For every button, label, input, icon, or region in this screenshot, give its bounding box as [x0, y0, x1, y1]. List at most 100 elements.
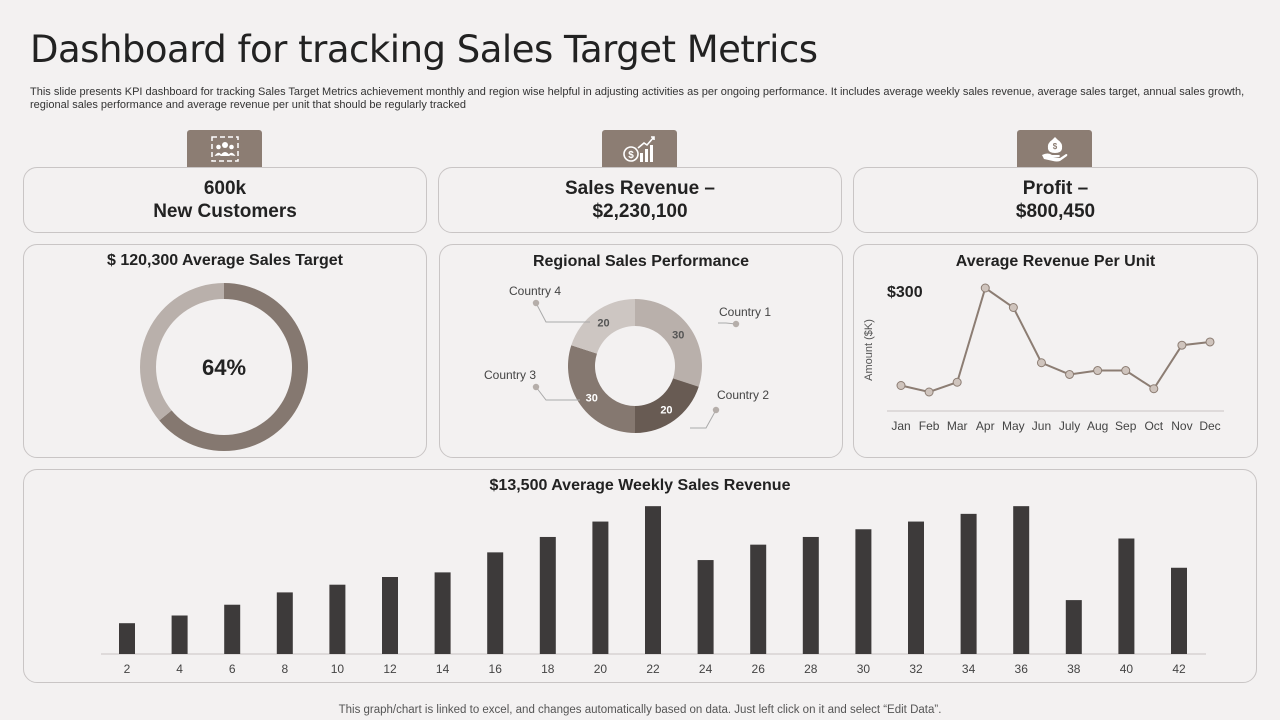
kpi-profit-label: Profit –	[1022, 178, 1089, 199]
footer-note: This graph/chart is linked to excel, and…	[338, 704, 942, 716]
weekly-bar-6	[224, 604, 241, 654]
line-x-tick-nov: Nov	[1171, 419, 1192, 433]
line-x-tick-sep: Sep	[1115, 419, 1137, 433]
bar-x-tick-22: 22	[646, 662, 660, 676]
kpi-customers-value: 600k	[203, 178, 247, 199]
regional-sales-title: Regional Sales Performance	[532, 253, 750, 270]
weekly-bar-24	[697, 560, 714, 654]
bar-x-tick-42: 42	[1172, 662, 1186, 676]
region-slice-4	[571, 299, 635, 354]
bar-x-tick-30: 30	[857, 662, 871, 676]
svg-text:$: $	[628, 150, 634, 161]
kpi-card-revenue: Sales Revenue – $2,230,100	[438, 167, 842, 233]
line-x-tick-may: May	[1002, 419, 1025, 433]
bar-x-tick-36: 36	[1015, 662, 1029, 676]
sales-target-donut: 64%	[140, 283, 308, 451]
bar-x-tick-16: 16	[489, 662, 503, 676]
weekly-revenue-title: $13,500 Average Weekly Sales Revenue	[489, 477, 791, 494]
page-title: Dashboard for tracking Sales Target Metr…	[30, 28, 818, 71]
team-icon	[210, 136, 239, 162]
weekly-bar-38	[1065, 600, 1082, 654]
line-x-tick-oct: Oct	[1144, 419, 1163, 433]
weekly-bar-2	[119, 623, 135, 654]
bar-x-tick-18: 18	[541, 662, 555, 676]
regional-sales-donut: 30 20 30 20 Country 1 Country 2 Country 3 Count…	[484, 284, 771, 433]
region-category-label-2: Country 2	[717, 388, 769, 402]
line-x-tick-jan: Jan	[891, 419, 910, 433]
line-point-apr	[980, 283, 990, 293]
kpi-customers-label: New Customers	[153, 201, 297, 222]
line-point-jan	[896, 381, 906, 390]
svg-text:$: $	[1052, 142, 1057, 151]
region-category-label-4: Country 4	[509, 284, 561, 298]
kpi-revenue-value: $2,230,100	[592, 201, 688, 222]
bar-x-tick-12: 12	[383, 662, 397, 676]
region-value-label-3: 30	[586, 392, 598, 404]
weekly-bar-36	[1013, 506, 1030, 654]
weekly-bar-26	[750, 544, 767, 654]
kpi-profit-value: $800,450	[1015, 201, 1096, 222]
sales-target-title: $ 120,300 Average Sales Target	[107, 252, 343, 269]
revenue-per-unit-line-chart: $300 Amount ($K) Jan Feb Mar Apr May Jun July Aug…	[863, 283, 1224, 433]
bar-x-tick-26: 26	[752, 662, 766, 676]
line-point-jun	[1036, 358, 1046, 368]
region-leader-line-4	[535, 302, 590, 323]
weekly-bar-30	[855, 529, 872, 654]
bar-x-tick-8: 8	[281, 662, 288, 676]
line-point-dec	[1205, 337, 1215, 347]
weekly-bar-20	[592, 521, 609, 654]
line-point-mar	[952, 377, 962, 387]
line-series	[900, 286, 1211, 394]
line-x-tick-aug: Aug	[1087, 419, 1108, 433]
kpi-tab-customers	[187, 130, 262, 168]
kpi-tab-revenue: $	[602, 130, 677, 168]
region-leader-dot-3	[532, 383, 540, 391]
revenue-per-unit-title: Average Revenue Per Unit	[955, 253, 1156, 270]
revenue-per-unit-card: Average Revenue Per Unit $300 Amount ($K)…	[853, 244, 1258, 458]
kpi-revenue-label: Sales Revenue –	[565, 178, 715, 199]
line-chart-annotation: $300	[887, 284, 923, 301]
kpi-card-profit: Profit – $800,450	[853, 167, 1258, 233]
region-value-label-1: 30	[672, 330, 684, 342]
weekly-bar-18	[539, 536, 556, 654]
region-leader-line-2	[690, 409, 717, 429]
bar-x-tick-28: 28	[804, 662, 818, 676]
region-value-label-2: 20	[660, 404, 672, 416]
weekly-bar-22	[645, 506, 661, 654]
donut-center-label: 64%	[202, 355, 246, 380]
weekly-bar-14	[434, 572, 451, 654]
bar-x-tick-38: 38	[1067, 662, 1081, 676]
line-chart-y-axis-label: Amount ($K)	[863, 319, 875, 381]
region-leader-dot-4	[532, 299, 540, 307]
line-x-tick-feb: Feb	[919, 419, 940, 433]
region-slice-3	[568, 345, 635, 433]
weekly-revenue-bar-chart: 2 4 6 8 10 12 14 16 18 20 22 24 26 28 30 32 34 36 38 40 42	[101, 506, 1206, 676]
line-x-tick-july: July	[1059, 419, 1080, 433]
money-hand-icon: $	[1041, 137, 1067, 162]
sales-target-card: $ 120,300 Average Sales Target 64%	[23, 244, 427, 458]
line-point-oct	[1149, 384, 1159, 394]
kpi-card-customers: 600k New Customers	[23, 167, 427, 233]
donut-segment-1	[140, 283, 224, 421]
line-point-may	[1008, 303, 1018, 312]
weekly-bar-4	[171, 615, 188, 654]
bar-x-tick-6: 6	[229, 662, 236, 676]
bar-x-tick-10: 10	[331, 662, 345, 676]
weekly-bar-12	[382, 577, 398, 654]
bar-x-tick-40: 40	[1120, 662, 1134, 676]
region-leader-line-3	[535, 386, 580, 401]
line-point-july	[1065, 369, 1075, 379]
bar-x-tick-2: 2	[124, 662, 131, 676]
weekly-bar-42	[1171, 567, 1187, 654]
bar-x-tick-14: 14	[436, 662, 450, 676]
line-x-tick-apr: Apr	[976, 419, 995, 433]
line-x-tick-dec: Dec	[1199, 419, 1220, 433]
kpi-tab-profit: $	[1017, 130, 1092, 168]
page-subtitle: This slide presents KPI dashboard for tr…	[30, 86, 1245, 111]
weekly-bar-34	[960, 513, 977, 654]
line-x-tick-mar: Mar	[947, 419, 968, 433]
bar-x-tick-34: 34	[962, 662, 976, 676]
weekly-bar-8	[276, 592, 293, 654]
region-category-label-3: Country 3	[484, 368, 536, 382]
